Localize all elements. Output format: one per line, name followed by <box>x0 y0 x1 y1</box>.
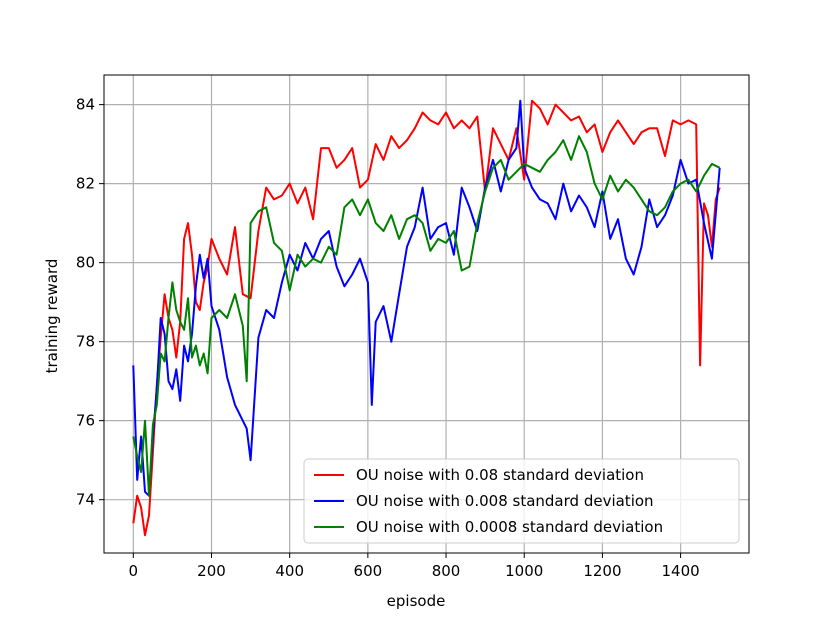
legend-label-3: OU noise with 0.0008 standard deviation <box>356 518 663 536</box>
x-tick-label: 400 <box>275 562 304 580</box>
y-tick-label: 84 <box>76 96 95 114</box>
y-tick-label: 78 <box>76 333 95 351</box>
x-tick-label: 800 <box>432 562 461 580</box>
x-tick-label: 1200 <box>583 562 621 580</box>
legend-label-2: OU noise with 0.008 standard deviation <box>356 492 654 510</box>
series-line-1 <box>132 99 721 537</box>
x-tick-label: 0 <box>129 562 139 580</box>
plot-frame <box>103 74 750 554</box>
y-tick-label: 74 <box>76 491 95 509</box>
series-lines <box>132 99 721 537</box>
axis-ticks: 0 200 400 600 800 1000 1200 1400 74 76 78 80 82 84 <box>76 96 700 580</box>
y-tick-label: 76 <box>76 412 95 430</box>
x-axis-label: episode <box>387 592 446 610</box>
legend-label-1: OU noise with 0.08 standard deviation <box>356 466 644 484</box>
legend-box <box>303 458 740 544</box>
y-tick-label: 82 <box>76 175 95 193</box>
x-tick-label: 200 <box>197 562 226 580</box>
x-tick-label: 1000 <box>505 562 543 580</box>
legend: OU noise with 0.08 standard deviation OU … <box>303 458 740 544</box>
x-tick-label: 1400 <box>661 562 699 580</box>
series-line-2 <box>132 99 721 497</box>
y-tick-label: 80 <box>76 254 95 272</box>
x-tick-label: 600 <box>354 562 383 580</box>
y-axis-label: training reward <box>43 259 61 374</box>
series-line-3 <box>132 135 721 497</box>
